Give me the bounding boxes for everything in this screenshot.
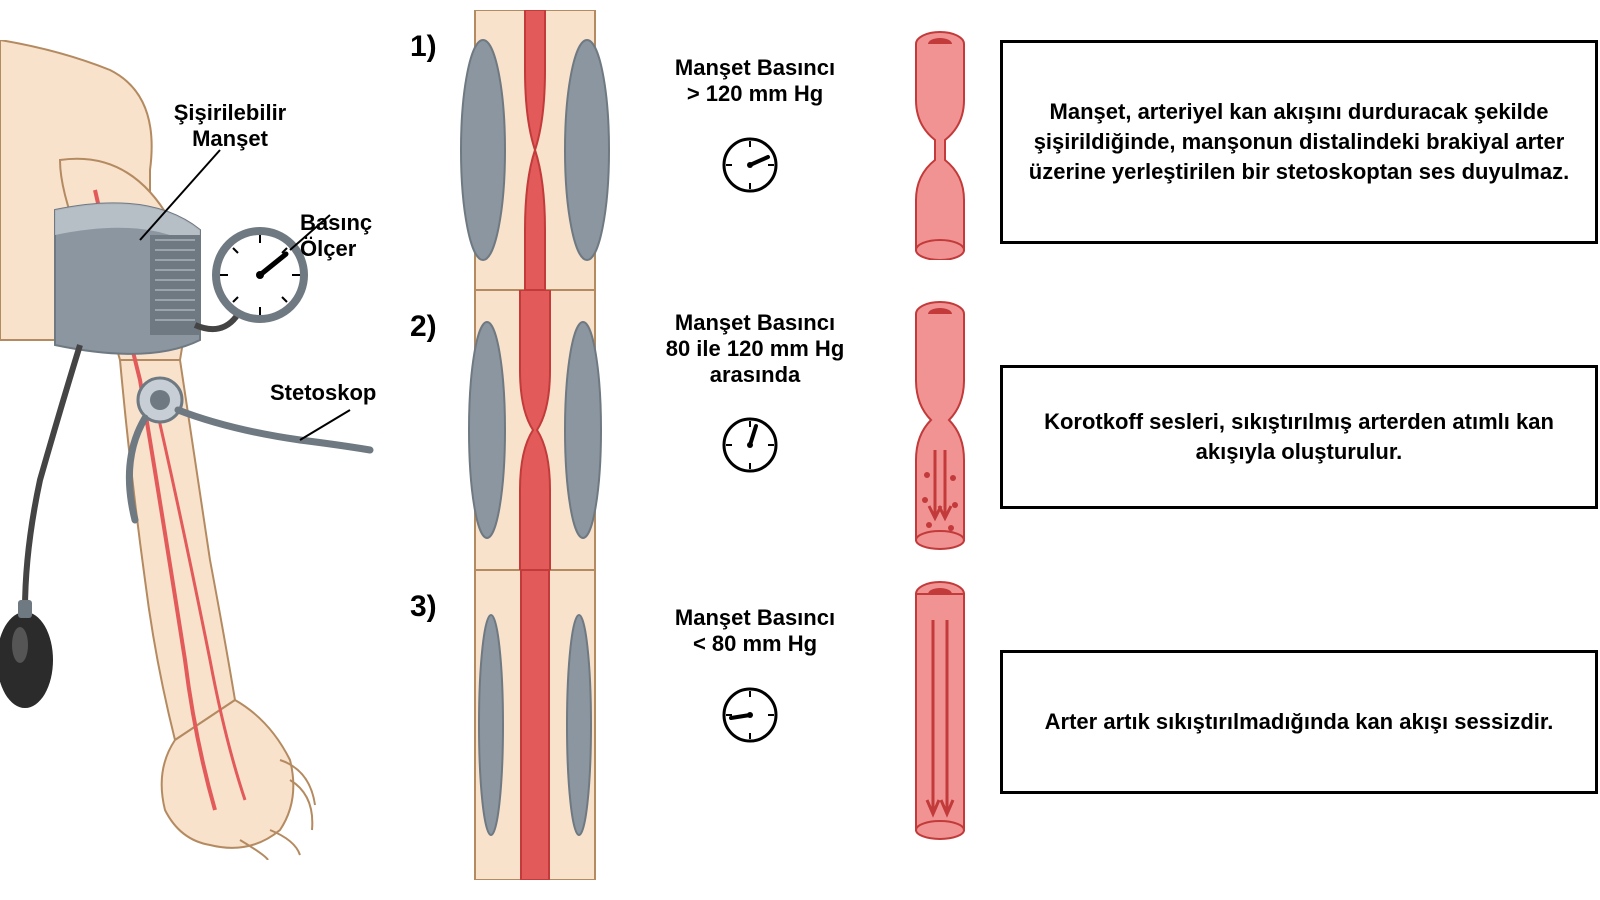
artery-tube-icon — [905, 300, 975, 550]
pressure-gauge-large — [216, 231, 304, 319]
pressure-title: Manşet Basıncı — [640, 605, 870, 631]
pressure-value: > 120 mm Hg — [640, 81, 870, 107]
pressure-title: Manşet Basıncı — [640, 310, 870, 336]
artery-cross-section — [445, 570, 625, 880]
artery-cross-section — [445, 290, 625, 570]
artery-tube-icon — [905, 580, 975, 840]
gauge-icon — [720, 415, 780, 475]
stage-description: Arter artık sıkıştırılmadığında kan akış… — [1000, 650, 1598, 794]
pressure-block: Manşet Basıncı 80 ile 120 mm Hg arasında — [640, 310, 870, 388]
arm-panel: Şişirilebilir Manşet Basınç Ölçer Stetos… — [0, 40, 380, 860]
pressure-value: 80 ile 120 mm Hg arasında — [640, 336, 870, 388]
gauge-icon — [720, 135, 780, 195]
label-gauge: Basınç Ölçer — [300, 210, 420, 262]
arm-illustration — [0, 40, 380, 860]
stage-number: 1) — [410, 30, 437, 64]
stage-description: Manşet, arteriyel kan akışını durduracak… — [1000, 40, 1598, 244]
artery-tube-icon — [905, 30, 975, 260]
stage-description: Korotkoff sesleri, sıkıştırılmış arterde… — [1000, 365, 1598, 509]
label-stethoscope: Stetoskop — [270, 380, 430, 406]
pressure-title: Manşet Basıncı — [640, 55, 870, 81]
gauge-icon — [720, 685, 780, 745]
infographic-root: Şişirilebilir Manşet Basınç Ölçer Stetos… — [0, 0, 1600, 900]
pressure-block: Manşet Basıncı > 120 mm Hg — [640, 55, 870, 107]
label-cuff: Şişirilebilir Manşet — [140, 100, 320, 152]
stage-number: 2) — [410, 310, 437, 344]
pressure-block: Manşet Basıncı < 80 mm Hg — [640, 605, 870, 657]
pressure-value: < 80 mm Hg — [640, 631, 870, 657]
artery-cross-section — [445, 10, 625, 290]
stage-number: 3) — [410, 590, 437, 624]
